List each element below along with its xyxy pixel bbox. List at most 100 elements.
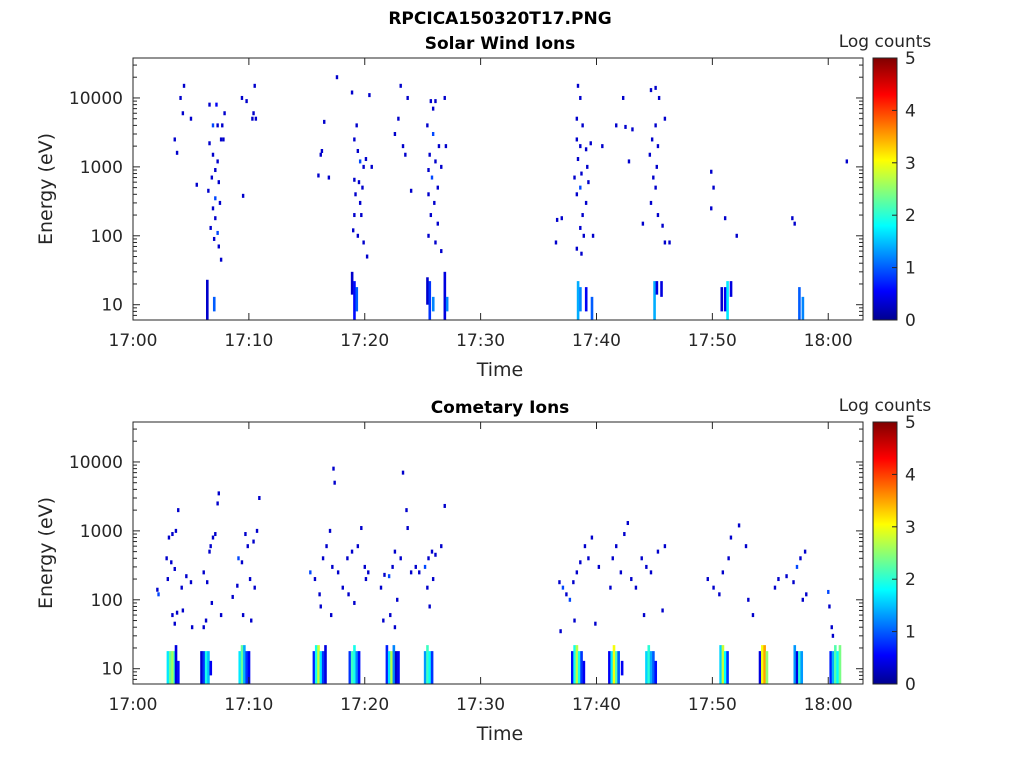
spectrogram-cell [586,164,589,169]
spectrogram-cell [241,613,245,618]
spectrogram-cell [189,580,193,585]
spectrogram-strip [397,651,400,684]
spectrogram-cell [222,137,225,142]
spectrogram-cell [166,577,170,582]
spectrogram-strip [209,660,213,676]
spectrogram-strip [357,651,361,684]
spectrogram-cell [210,600,214,605]
spectrogram-cell [317,173,320,178]
spectrogram-cell [429,213,433,218]
spectrogram-strip [202,651,206,684]
spectrogram-strip [245,651,248,684]
spectrogram-cell [214,216,217,221]
spectrogram-strip [582,660,586,684]
x-tick-label: 17:00 [109,331,158,351]
spectrogram-cell [581,213,584,218]
spectrogram-cell [181,608,185,613]
spectrogram-cell [555,217,559,222]
spectrogram-cell [209,225,212,230]
spectrogram-cell [231,594,234,599]
spectrogram-cell [615,123,618,128]
spectrogram-cell [737,523,741,528]
spectrogram-strip [720,287,724,312]
spectrogram-cell [661,223,664,228]
panel-title: Cometary Ions [431,398,570,418]
spectrogram-cell [560,216,563,221]
spectrogram-cell [217,491,220,496]
spectrogram-strip [763,645,766,684]
spectrogram-cell [360,213,363,218]
spectrogram-cell [579,560,582,565]
spectrogram-cell [179,95,182,100]
spectrogram-cell [258,495,261,500]
spectrogram-cell [353,213,356,218]
spectrogram-cell [589,141,592,146]
colorbar-tick-label: 0 [905,675,916,695]
plot-area [173,75,849,320]
spectrogram-cell [208,549,211,554]
spectrogram-cell [575,192,579,197]
spectrogram-cell [321,556,325,561]
spectrogram-cell [584,147,588,152]
spectrogram-cell [427,168,430,173]
spectrogram-strip [584,287,588,312]
spectrogram-cell [626,521,630,526]
spectrogram-strip [793,645,797,684]
spectrogram-cell [211,535,215,540]
spectrogram-cell [353,177,356,182]
spectrogram-cell [793,221,796,226]
spectrogram-cell [710,206,713,211]
spectrogram-cell [319,604,322,609]
colorbar-tick-label: 5 [905,49,916,69]
spectrogram-strip [428,281,432,320]
spectrogram-strip [761,645,764,684]
spectrogram-cell [735,233,738,238]
spectrogram-strip [795,651,799,684]
spectrogram-cell [712,185,715,190]
spectrogram-cell [723,216,727,221]
panel-title: Solar Wind Ions [425,34,576,54]
spectrogram-cell [580,171,583,176]
spectrogram-cell [185,574,188,579]
spectrogram-cell [581,123,584,128]
spectrogram-cell [799,556,802,561]
spectrogram-cell [561,585,565,590]
spectrogram-cell [650,137,654,142]
spectrogram-cell [587,556,590,561]
spectrogram-strip [243,645,246,684]
spectrogram-cell [356,544,360,549]
colorbar-tick-label: 5 [905,413,916,433]
x-tick-label: 18:00 [804,695,853,715]
spectrogram-cell [165,556,168,561]
spectrogram-cell [573,175,576,180]
spectrogram-cell [189,116,193,121]
spectrogram-cell [240,95,244,100]
spectrogram-strip [612,645,616,684]
spectrogram-cell [427,556,430,561]
spectrogram-cell [365,254,369,259]
spectrogram-cell [655,164,658,169]
spectrogram-cell [580,251,583,256]
spectrogram-strip [387,651,391,684]
spectrogram-strip [647,645,651,684]
spectrogram-strip [319,651,323,684]
spectrogram-cell [354,192,357,197]
spectrogram-cell [361,185,364,190]
spectrogram-strip [654,660,658,684]
spectrogram-strip [801,296,805,320]
spectrogram-strip [321,651,325,684]
spectrogram-strip [726,651,729,684]
spectrogram-cell [431,106,435,111]
spectrogram-cell [597,564,601,569]
spectrogram-strip [238,651,242,684]
spectrogram-cell [399,83,402,88]
spectrogram-cell [173,137,176,142]
spectrogram-cell [437,144,441,149]
spectrogram-cell [362,164,365,169]
spectrogram-cell [634,585,638,590]
spectrogram-strip [204,651,208,684]
plot-area [156,466,842,684]
spectrogram-cell [429,99,433,104]
spectrogram-cell [652,175,655,180]
x-tick-label: 17:20 [340,695,389,715]
